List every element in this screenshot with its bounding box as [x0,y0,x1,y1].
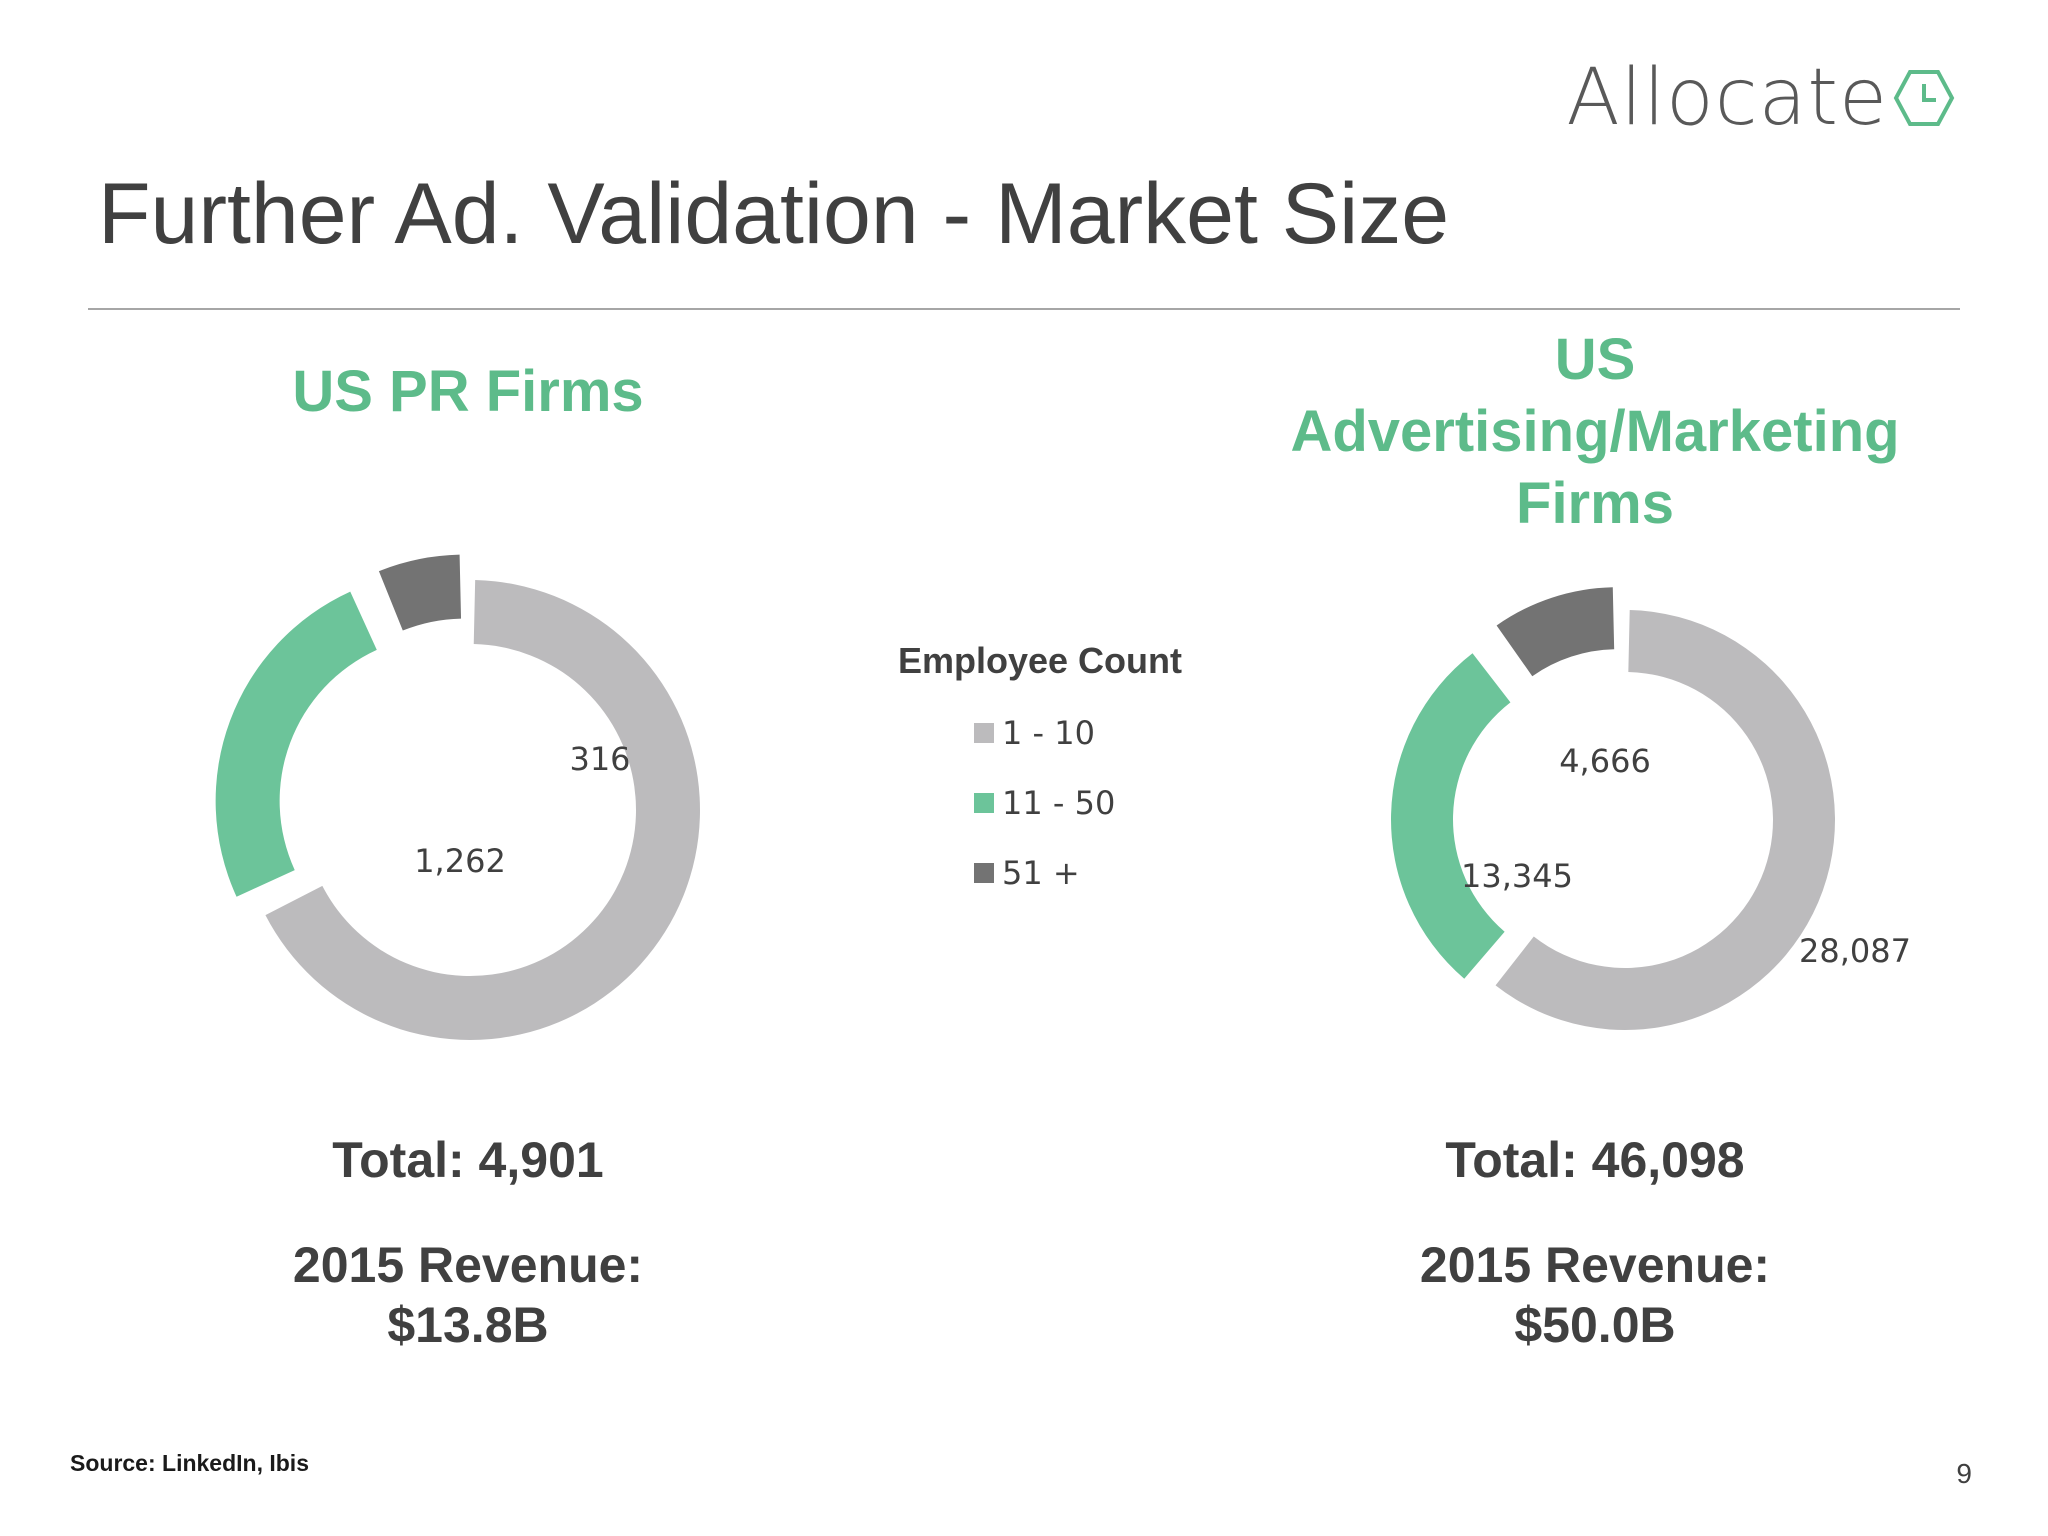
allocate-logo: Allocate [1566,53,1956,143]
pr-firms-revenue: 2015 Revenue: $13.8B [168,1235,768,1355]
legend-swatch [974,723,994,743]
donut-segment-1-10 [265,580,701,1040]
legend-label: 11 - 50 [1002,784,1116,822]
legend-label: 51 + [1002,854,1080,892]
segment-value-label: 28,087 [1799,932,1911,970]
segment-value-label: 13,345 [1461,857,1573,895]
segment-value-label: 4,666 [1559,742,1651,780]
slide-title: Further Ad. Validation - Market Size [98,166,1450,262]
revenue-value: $13.8B [387,1297,549,1353]
legend-item-51-plus: 51 + [974,854,1210,892]
right-heading-line-3: Firms [1516,471,1674,536]
revenue-value: $50.0B [1514,1297,1676,1353]
donut-segment-51 [378,554,462,631]
revenue-label: 2015 Revenue: [1419,1237,1771,1293]
legend-swatch [974,863,994,883]
legend-swatch [974,793,994,813]
right-heading-line-1: US [1554,327,1636,392]
logo-text: Allocate [1566,53,1888,143]
donut-segment-1-10 [1495,610,1835,1030]
right-panel-heading: US Advertising/Marketing Firms [1250,324,1940,540]
legend-title: Employee Count [897,640,1183,681]
legend-item-11-50: 11 - 50 [974,784,1210,822]
segment-value-label: 1,262 [414,842,506,880]
title-divider [88,308,1960,310]
pr-firms-donut-chart: 3,323 1,262 316 [215,554,770,1040]
source-note: Source: LinkedIn, Ibis [70,1450,309,1476]
legend-item-1-10: 1 - 10 [974,714,1210,752]
advertising-firms-total: Total: 46,098 [1445,1132,1745,1188]
donut-segment-11-50 [1391,653,1511,979]
page-number: 9 [1956,1458,1972,1489]
chart-legend: Employee Count 1 - 10 11 - 50 51 + [870,640,1210,892]
left-panel-heading: US PR Firms [292,359,644,424]
legend-label: 1 - 10 [1002,714,1095,752]
pr-firms-total: Total: 4,901 [332,1132,604,1188]
donut-segment-51 [1496,587,1615,677]
segment-value-label: 3,323 [769,992,770,1030]
donut-segment-11-50 [215,591,377,897]
hexagon-clock-icon [1893,70,1955,126]
advertising-firms-revenue: 2015 Revenue: $50.0B [1295,1235,1895,1355]
revenue-label: 2015 Revenue: [292,1237,644,1293]
right-heading-line-2: Advertising/Marketing [1290,399,1900,464]
advertising-firms-donut-chart: 28,087 13,345 4,666 [1391,587,1911,1030]
segment-value-label: 316 [569,740,630,778]
